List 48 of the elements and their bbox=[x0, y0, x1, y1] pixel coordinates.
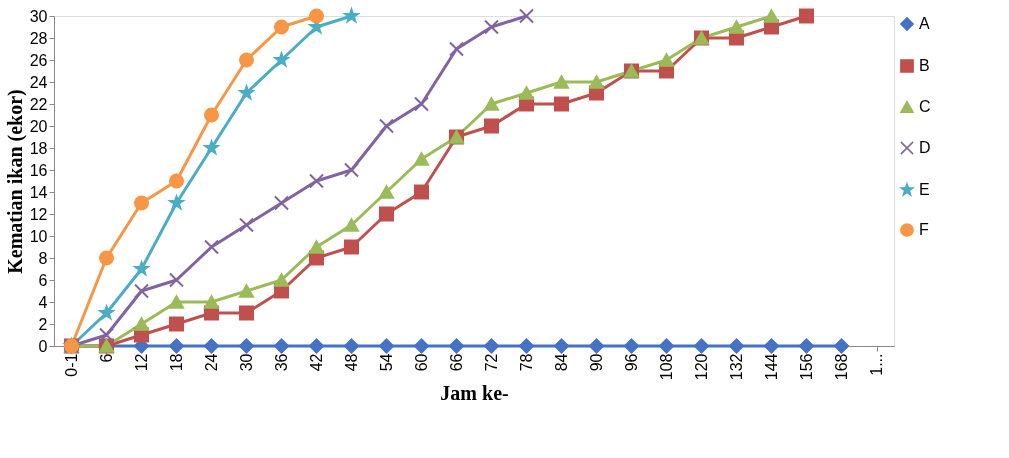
x-tick-label: 168 bbox=[833, 353, 850, 381]
y-tick-label: 4 bbox=[38, 293, 48, 311]
y-tick-label: 8 bbox=[38, 249, 48, 267]
x-tick-label: 108 bbox=[658, 353, 675, 381]
x-tick-label: 66 bbox=[448, 353, 465, 372]
x-tick-label: 18 bbox=[168, 353, 185, 372]
x-tick-label: 0-1 bbox=[63, 353, 80, 377]
x-tick-label: 90 bbox=[588, 353, 605, 372]
x-tick-label: 12 bbox=[133, 353, 150, 372]
y-tick-label: 14 bbox=[29, 183, 48, 201]
y-tick-label: 28 bbox=[29, 29, 48, 47]
legend-label: B bbox=[919, 57, 930, 74]
y-tick-label: 0 bbox=[38, 337, 48, 355]
y-axis-title: Kematian ikan (ekor) bbox=[3, 89, 27, 274]
legend-label: C bbox=[919, 98, 931, 115]
x-tick-label: 6 bbox=[98, 353, 115, 363]
legend-label: E bbox=[919, 181, 930, 198]
y-tick-label: 30 bbox=[29, 7, 48, 25]
x-tick-label: 84 bbox=[553, 353, 570, 372]
x-tick-label: 24 bbox=[203, 353, 220, 372]
legend-label: F bbox=[919, 221, 929, 238]
y-tick-label: 2 bbox=[38, 315, 48, 333]
x-tick-label: 36 bbox=[273, 353, 290, 372]
x-tick-label: 48 bbox=[343, 353, 360, 372]
y-tick-label: 24 bbox=[29, 73, 48, 91]
y-tick-label: 26 bbox=[29, 51, 48, 69]
x-tick-label: 144 bbox=[763, 353, 780, 381]
y-tick-label: 20 bbox=[29, 117, 48, 135]
y-tick-label: 18 bbox=[29, 139, 48, 157]
x-tick-label: 42 bbox=[308, 353, 325, 372]
x-tick-label: 156 bbox=[798, 353, 815, 381]
x-axis-title: Jam ke- bbox=[440, 382, 509, 405]
y-tick-label: 12 bbox=[29, 205, 48, 223]
legend-label: A bbox=[919, 15, 930, 32]
x-tick-label: 120 bbox=[693, 353, 710, 381]
x-tick-label: 72 bbox=[483, 353, 500, 372]
y-tick-label: 22 bbox=[29, 95, 48, 113]
x-tick-label: 132 bbox=[728, 353, 745, 381]
x-tick-label: 78 bbox=[518, 353, 535, 372]
x-tick-label: 54 bbox=[378, 353, 395, 372]
y-tick-label: 16 bbox=[29, 161, 48, 179]
legend-label: D bbox=[919, 139, 931, 156]
x-tick-label: 60 bbox=[413, 353, 430, 372]
x-tick-label: 1... bbox=[868, 353, 885, 376]
x-tick-label: 30 bbox=[238, 353, 255, 372]
y-tick-label: 6 bbox=[38, 271, 48, 289]
y-tick-label: 10 bbox=[29, 227, 48, 245]
x-tick-label: 96 bbox=[623, 353, 640, 372]
